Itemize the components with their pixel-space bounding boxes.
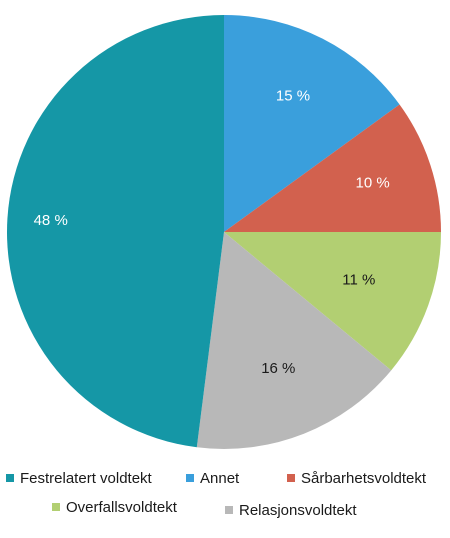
- legend-swatch-festrelatert-voldtekt: [6, 474, 14, 482]
- legend-swatch-sårbarhetsvoldtekt: [287, 474, 295, 482]
- slice-label-sårbarhetsvoldtekt: 10 %: [355, 175, 389, 192]
- legend-label-sårbarhetsvoldtekt: Sårbarhetsvoldtekt: [301, 470, 427, 487]
- legend-label-overfallsvoldtekt: Overfallsvoldtekt: [66, 499, 178, 516]
- slice-label-annet: 15 %: [276, 88, 310, 105]
- pie-slice-overfallsvoldtekt: [224, 232, 441, 371]
- legend-item-overfallsvoldtekt: Overfallsvoldtekt: [52, 499, 178, 516]
- legend-item-festrelatert-voldtekt: Festrelatert voldtekt: [6, 470, 153, 487]
- legend-swatch-annet: [186, 474, 194, 482]
- slice-label-overfallsvoldtekt: 11 %: [342, 271, 375, 288]
- chart-legend: Festrelatert voldtekt Annet Sårbarhetsvold…: [6, 470, 427, 519]
- pie-slices: [7, 15, 441, 449]
- legend-item-relasjonsvoldtekt: Relasjonsvoldtekt: [225, 502, 357, 519]
- pie-slice-annet: [224, 15, 400, 232]
- legend-item-sårbarhetsvoldtekt: Sårbarhetsvoldtekt: [287, 470, 427, 487]
- legend-swatch-overfallsvoldtekt: [52, 503, 60, 511]
- pie-slice-relasjonsvoldtekt: [196, 232, 392, 449]
- slice-label-relasjonsvoldtekt: 16 %: [261, 360, 295, 377]
- legend-label-relasjonsvoldtekt: Relasjonsvoldtekt: [239, 502, 357, 519]
- legend-label-annet: Annet: [200, 470, 240, 487]
- legend-swatch-relasjonsvoldtekt: [225, 506, 233, 514]
- slice-label-festrelatert-voldtekt: 48 %: [34, 212, 68, 229]
- legend-label-festrelatert-voldtekt: Festrelatert voldtekt: [20, 470, 153, 487]
- legend-item-annet: Annet: [186, 470, 240, 487]
- pie-slice-festrelatert-voldtekt: [7, 15, 224, 448]
- pie-slice-sårbarhetsvoldtekt: [224, 104, 441, 232]
- pie-slice-labels: 15 % 10 % 11 % 16 % 48 %: [34, 88, 390, 378]
